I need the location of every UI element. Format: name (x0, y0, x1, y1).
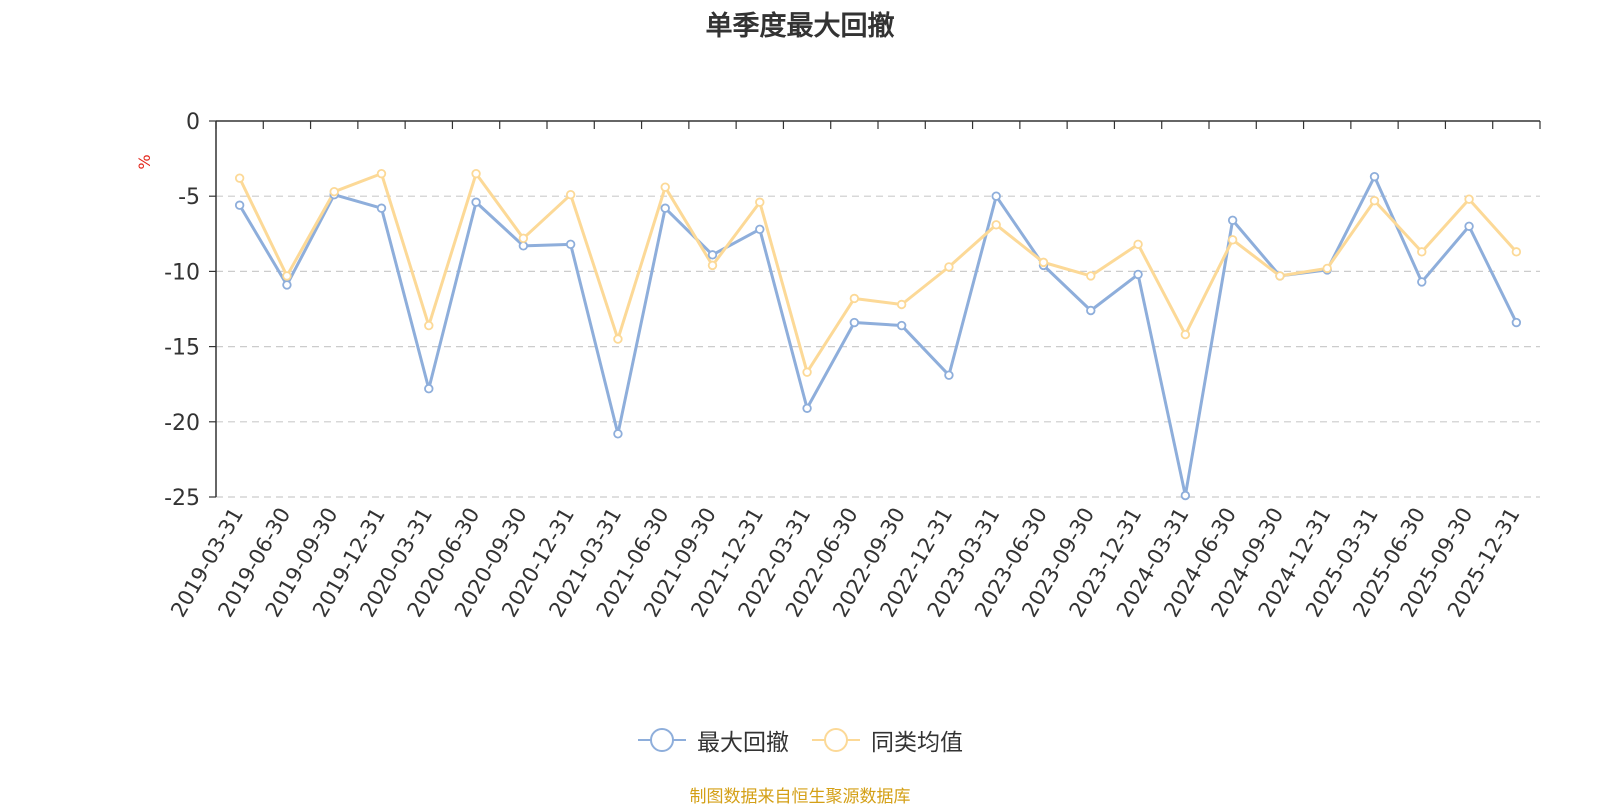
y-tick-label-5: -25 (164, 486, 200, 511)
series-1-point-5[interactable] (471, 197, 481, 207)
series-2-point-13[interactable] (849, 293, 860, 304)
line-chart: 0-5-10-15-20-25%2019-03-312019-06-302019… (135, 110, 1541, 621)
series-1-point-19[interactable] (1133, 269, 1143, 280)
series-1-point-4[interactable] (424, 384, 434, 394)
series-2-point-17[interactable] (1038, 257, 1049, 268)
grid-lines (216, 195, 1540, 498)
series-1-point-3[interactable] (376, 203, 387, 213)
series-line-1 (238, 175, 1518, 497)
source-note: 制图数据来自恒生聚源数据库 (689, 787, 911, 807)
series-2-point-27[interactable] (1511, 247, 1522, 257)
series-2-point-0[interactable] (234, 173, 245, 183)
series-2-point-16[interactable] (991, 220, 1001, 230)
series-1-point-10[interactable] (707, 250, 718, 260)
series-2-point-22[interactable] (1275, 271, 1285, 281)
y-tick-label-1: -5 (178, 185, 200, 210)
series-1-point-14[interactable] (896, 320, 907, 331)
series-2-point-8[interactable] (613, 334, 623, 344)
series-2-point-20[interactable] (1180, 329, 1191, 340)
legend-label-series-2: 同类均值 (871, 730, 963, 756)
series-2-point-6[interactable] (518, 233, 529, 244)
series-2-point-4[interactable] (424, 320, 434, 331)
y-tick-label-0: 0 (186, 110, 200, 135)
series-2-point-12[interactable] (802, 367, 812, 377)
circle-line-icon (812, 728, 860, 752)
series-1-point-8[interactable] (613, 429, 623, 439)
y-tick-label-2: -10 (164, 260, 200, 285)
series-1-point-26[interactable] (1464, 221, 1474, 231)
series-2-point-11[interactable] (755, 197, 765, 207)
series-2-point-2[interactable] (329, 186, 339, 197)
series-2-point-7[interactable] (565, 189, 576, 200)
series-1-point-18[interactable] (1086, 305, 1096, 316)
y-axis-unit-label: % (135, 154, 154, 169)
series-2-point-5[interactable] (471, 168, 481, 179)
legend-item-series-1[interactable]: 最大回撤 (637, 723, 789, 757)
series-1-point-15[interactable] (944, 370, 954, 380)
series-2-point-25[interactable] (1417, 247, 1427, 257)
series-1-point-9[interactable] (660, 203, 670, 213)
series-2-point-15[interactable] (944, 262, 954, 272)
series-1-point-25[interactable] (1417, 277, 1427, 287)
series-1-point-7[interactable] (565, 239, 576, 250)
y-tick-label-3: -15 (164, 336, 200, 361)
series-1-point-20[interactable] (1180, 490, 1191, 501)
series-lines (234, 168, 1522, 501)
series-1-point-27[interactable] (1511, 317, 1522, 328)
series-1-point-0[interactable] (234, 200, 245, 210)
series-1-point-16[interactable] (991, 191, 1001, 201)
series-2-point-19[interactable] (1133, 239, 1143, 250)
series-2-point-18[interactable] (1086, 271, 1096, 281)
y-tick-label-4: -20 (164, 411, 200, 436)
series-1-point-1[interactable] (282, 280, 292, 290)
series-1-point-13[interactable] (849, 317, 860, 328)
series-2-point-21[interactable] (1227, 235, 1238, 245)
series-2-point-23[interactable] (1322, 263, 1332, 274)
series-1-point-11[interactable] (755, 224, 765, 234)
legend-item-series-2[interactable]: 同类均值 (811, 723, 963, 757)
circle-line-icon (638, 728, 686, 752)
series-2-point-26[interactable] (1464, 194, 1474, 204)
series-1-point-21[interactable] (1227, 215, 1238, 225)
chart-title: 单季度最大回撤 (705, 11, 895, 42)
series-line-2 (238, 172, 1518, 374)
legend: 最大回撤 同类均值 (0, 722, 1600, 758)
series-2-point-1[interactable] (282, 271, 292, 281)
series-1-point-6[interactable] (518, 241, 529, 251)
series-2-point-14[interactable] (896, 299, 907, 310)
series-2-point-3[interactable] (376, 168, 387, 179)
series-2-point-9[interactable] (660, 182, 670, 192)
series-1-point-24[interactable] (1369, 171, 1380, 182)
legend-label-series-1: 最大回撤 (697, 730, 789, 756)
series-2-point-10[interactable] (707, 260, 718, 271)
series-1-point-12[interactable] (802, 403, 812, 413)
axes (209, 120, 1541, 498)
series-2-point-24[interactable] (1369, 196, 1380, 206)
